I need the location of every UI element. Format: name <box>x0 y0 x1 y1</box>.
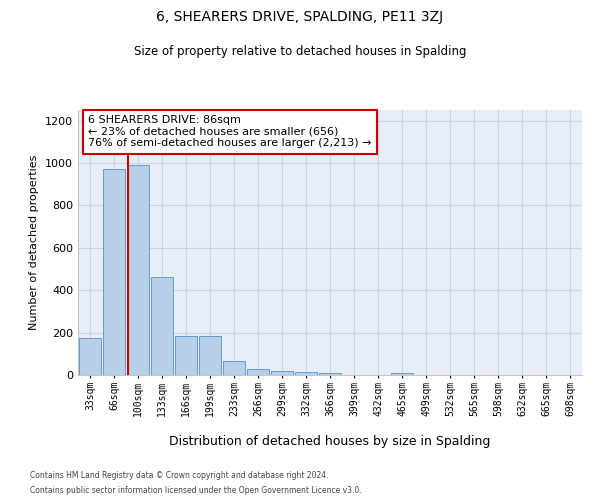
Text: 6, SHEARERS DRIVE, SPALDING, PE11 3ZJ: 6, SHEARERS DRIVE, SPALDING, PE11 3ZJ <box>157 10 443 24</box>
Bar <box>127 165 149 375</box>
Bar <box>103 170 125 375</box>
Y-axis label: Number of detached properties: Number of detached properties <box>29 155 40 330</box>
Bar <box>247 368 269 375</box>
Bar <box>271 371 293 375</box>
Bar <box>319 373 341 375</box>
Bar <box>151 278 173 375</box>
Text: Size of property relative to detached houses in Spalding: Size of property relative to detached ho… <box>134 45 466 58</box>
Bar <box>391 373 413 375</box>
Bar <box>295 372 317 375</box>
Bar <box>79 338 101 375</box>
Bar <box>223 361 245 375</box>
Text: Contains HM Land Registry data © Crown copyright and database right 2024.: Contains HM Land Registry data © Crown c… <box>30 471 329 480</box>
Bar <box>175 336 197 375</box>
Bar <box>199 336 221 375</box>
Text: Contains public sector information licensed under the Open Government Licence v3: Contains public sector information licen… <box>30 486 362 495</box>
Text: Distribution of detached houses by size in Spalding: Distribution of detached houses by size … <box>169 435 491 448</box>
Text: 6 SHEARERS DRIVE: 86sqm
← 23% of detached houses are smaller (656)
76% of semi-d: 6 SHEARERS DRIVE: 86sqm ← 23% of detache… <box>88 116 371 148</box>
